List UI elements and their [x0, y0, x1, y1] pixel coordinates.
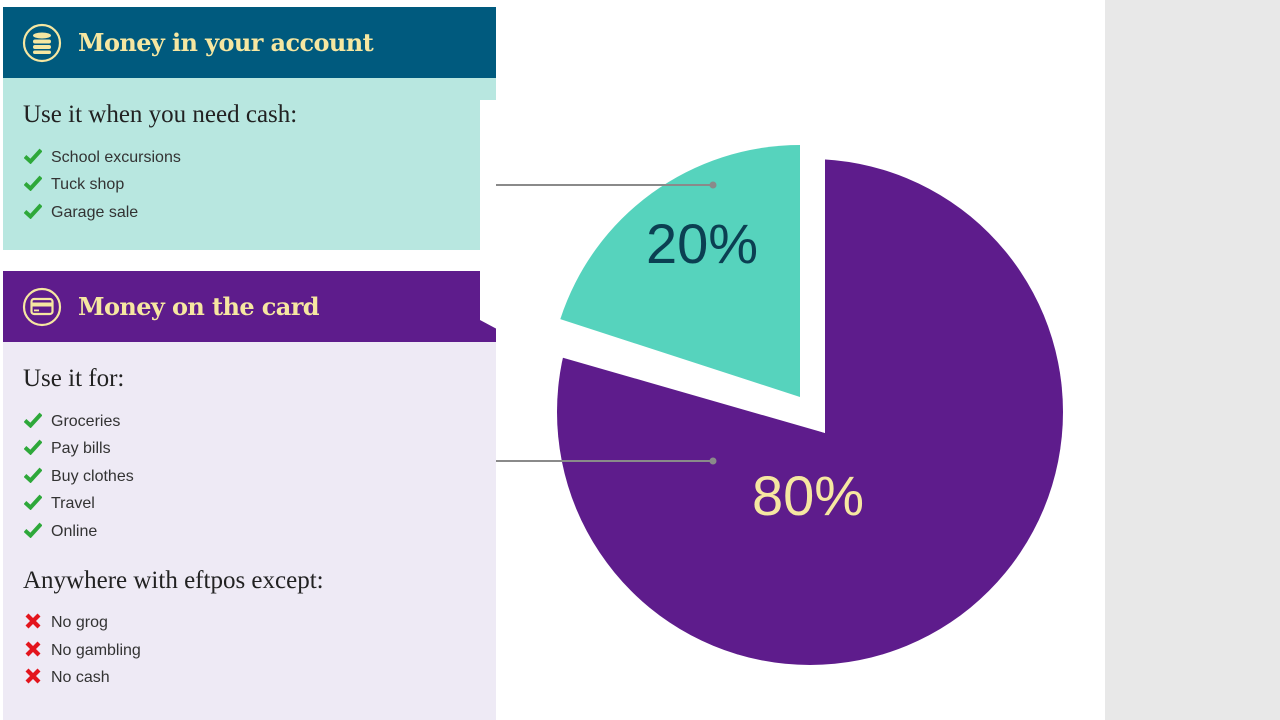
list-item-label: No gambling	[51, 641, 141, 659]
list-item: Buy clothes	[23, 463, 496, 491]
list-item-label: Tuck shop	[51, 176, 125, 194]
list-item: Online	[23, 518, 496, 546]
card-card-title: Money on the card	[78, 292, 320, 321]
card-exceptions-subhead: Anywhere with eftpos except:	[23, 566, 324, 594]
card-uses-list: Groceries Pay bills Buy clothes Travel O…	[23, 408, 496, 546]
check-icon	[23, 146, 43, 166]
card-exceptions-list: No grog No gambling No cash	[23, 610, 496, 693]
check-icon	[23, 465, 43, 485]
card-card-header: Money on the card	[3, 271, 496, 342]
check-icon	[23, 520, 43, 540]
list-item-label: Pay bills	[51, 440, 111, 458]
card-card-body: Use it for: Groceries Pay bills Buy clot…	[3, 342, 496, 720]
list-item: Pay bills	[23, 436, 496, 464]
list-item-label: School excursions	[51, 148, 181, 166]
right-side-panel	[1105, 0, 1280, 720]
list-item-label: Garage sale	[51, 203, 139, 221]
account-card-title: Money in your account	[78, 28, 374, 57]
account-uses-list: School excursions Tuck shop Garage sale	[23, 144, 496, 227]
list-item-label: No grog	[51, 614, 108, 632]
coin-stack-icon	[22, 23, 62, 62]
list-item: School excursions	[23, 144, 496, 172]
cross-icon	[23, 666, 43, 686]
connector-dot-card	[709, 457, 717, 465]
pie-label-account: 20%	[646, 212, 759, 275]
check-icon	[23, 410, 43, 430]
list-item: Travel	[23, 491, 496, 519]
cross-icon	[23, 639, 43, 659]
check-icon	[23, 201, 43, 221]
account-card-header: Money in your account	[3, 7, 496, 78]
list-item: Garage sale	[23, 199, 496, 227]
connector-dot-account	[709, 181, 717, 189]
cross-icon	[23, 611, 43, 631]
account-subhead: Use it when you need cash:	[23, 101, 298, 128]
list-item-label: Groceries	[51, 412, 121, 430]
list-item: No grog	[23, 610, 496, 638]
list-item-label: Buy clothes	[51, 467, 134, 485]
list-item: Tuck shop	[23, 172, 496, 200]
list-item-label: Online	[51, 522, 98, 540]
list-item-label: No cash	[51, 669, 110, 687]
account-card-body: Use it when you need cash: School excurs…	[3, 78, 496, 250]
check-icon	[23, 437, 43, 457]
check-icon	[23, 173, 43, 193]
card-subhead: Use it for:	[23, 365, 125, 392]
check-icon	[23, 492, 43, 512]
account-card: Money in your account Use it when you ne…	[3, 7, 496, 250]
pie-slice-card	[557, 159, 1063, 665]
pie-label-card: 80%	[752, 464, 865, 527]
list-item: Groceries	[23, 408, 496, 436]
list-item: No gambling	[23, 637, 496, 665]
card-card: Money on the card Use it for: Groceries …	[3, 271, 496, 720]
credit-card-icon	[22, 287, 62, 326]
list-item-label: Travel	[51, 495, 95, 513]
list-item: No cash	[23, 665, 496, 693]
